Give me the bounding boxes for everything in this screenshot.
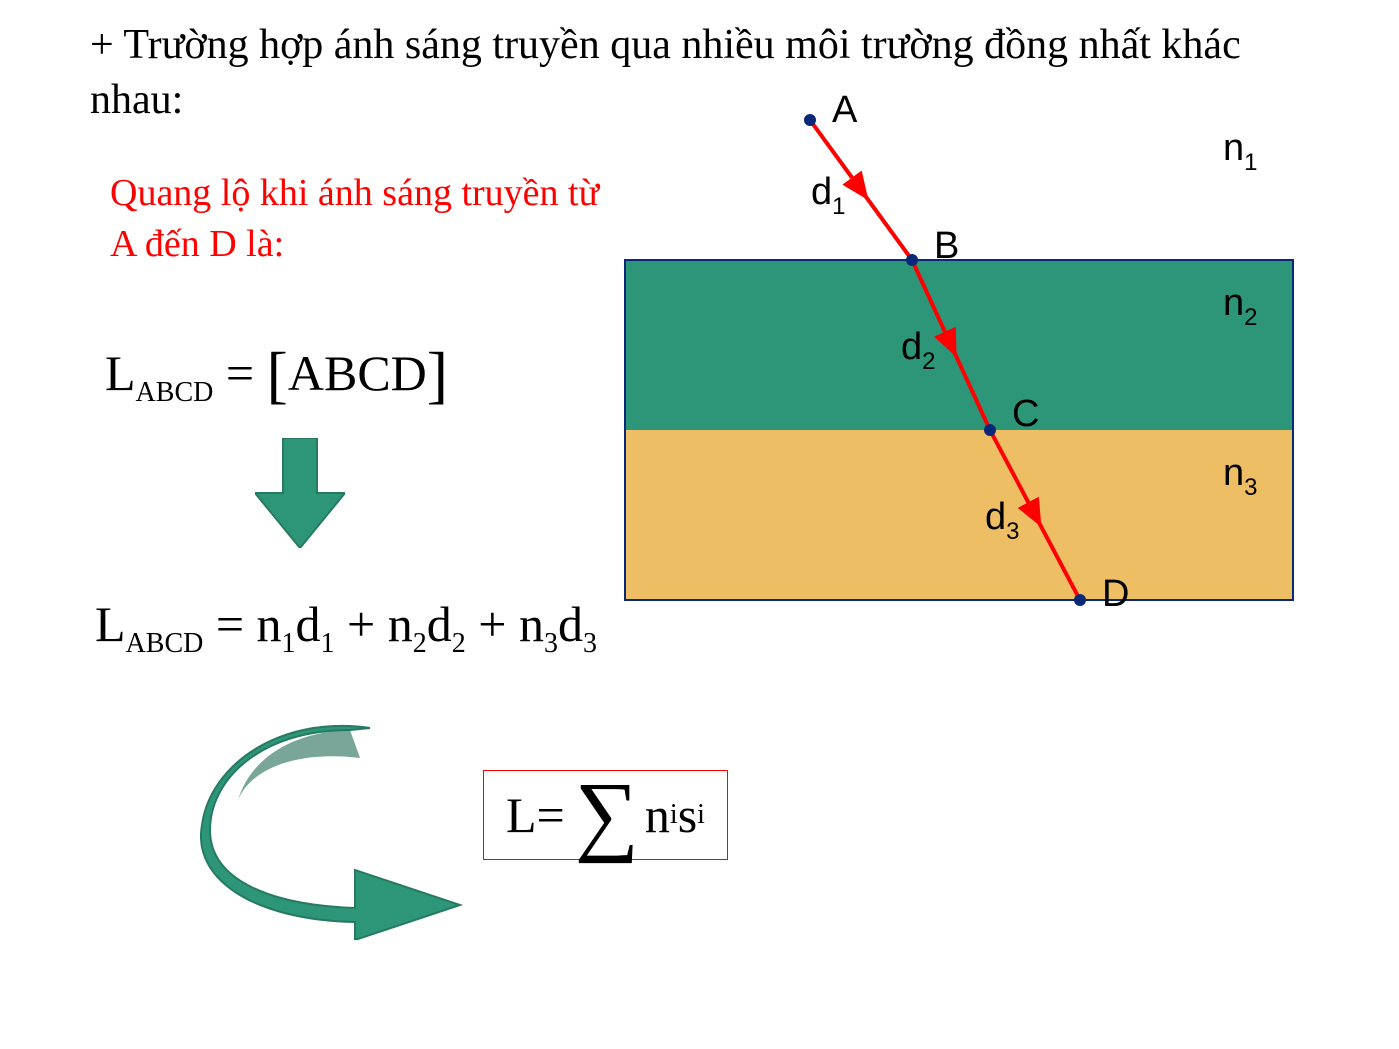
- final-L: L: [506, 786, 537, 844]
- eq1-L: L: [105, 345, 136, 401]
- final-si: i: [697, 799, 705, 831]
- eq1-rbracket: ]: [427, 339, 448, 410]
- final-ni: i: [670, 799, 678, 831]
- eq2-p1: + n: [335, 596, 413, 652]
- arrow-down-icon: [255, 438, 345, 548]
- svg-text:n1: n1: [1223, 127, 1258, 176]
- subheading-text: Quang lộ khi ánh sáng truyền từ A đến D …: [110, 168, 630, 271]
- eq1-body: ABCD: [288, 345, 427, 401]
- eq2-ds3: 3: [583, 628, 597, 659]
- eq1-eq: =: [226, 345, 254, 401]
- svg-text:C: C: [1012, 393, 1039, 435]
- svg-text:B: B: [934, 225, 959, 267]
- eq2-s3: 3: [544, 628, 558, 659]
- refraction-diagram: ABCDd1d2d3n1n2n3: [620, 90, 1300, 610]
- eq2-s1: 1: [282, 628, 296, 659]
- eq2-s2: 2: [413, 628, 427, 659]
- eq2-p2: + n: [466, 596, 544, 652]
- equation-2: LABCD = n1d1 + n2d2 + n3d3: [95, 595, 597, 660]
- eq2-eq: = n: [203, 596, 281, 652]
- eq1-lbracket: [: [267, 339, 288, 410]
- svg-text:A: A: [832, 90, 858, 131]
- eq2-sub: ABCD: [126, 628, 204, 659]
- eq2-d2: d: [427, 596, 452, 652]
- eq2-L: L: [95, 596, 126, 652]
- eq1-sub: ABCD: [136, 377, 214, 408]
- equation-1: LABCD = [ABCD]: [105, 338, 448, 412]
- final-formula-box: L = ∑nisi: [483, 770, 728, 860]
- curved-arrow-icon: [200, 710, 470, 940]
- svg-text:D: D: [1102, 573, 1129, 610]
- final-eq: =: [537, 786, 565, 844]
- final-s: s: [678, 786, 697, 844]
- sigma-symbol: ∑: [575, 779, 639, 851]
- svg-text:d1: d1: [811, 171, 846, 220]
- eq2-d1: d: [296, 596, 321, 652]
- final-n: n: [645, 786, 670, 844]
- eq2-ds1: 1: [321, 628, 335, 659]
- eq2-ds2: 2: [452, 628, 466, 659]
- eq2-d3: d: [558, 596, 583, 652]
